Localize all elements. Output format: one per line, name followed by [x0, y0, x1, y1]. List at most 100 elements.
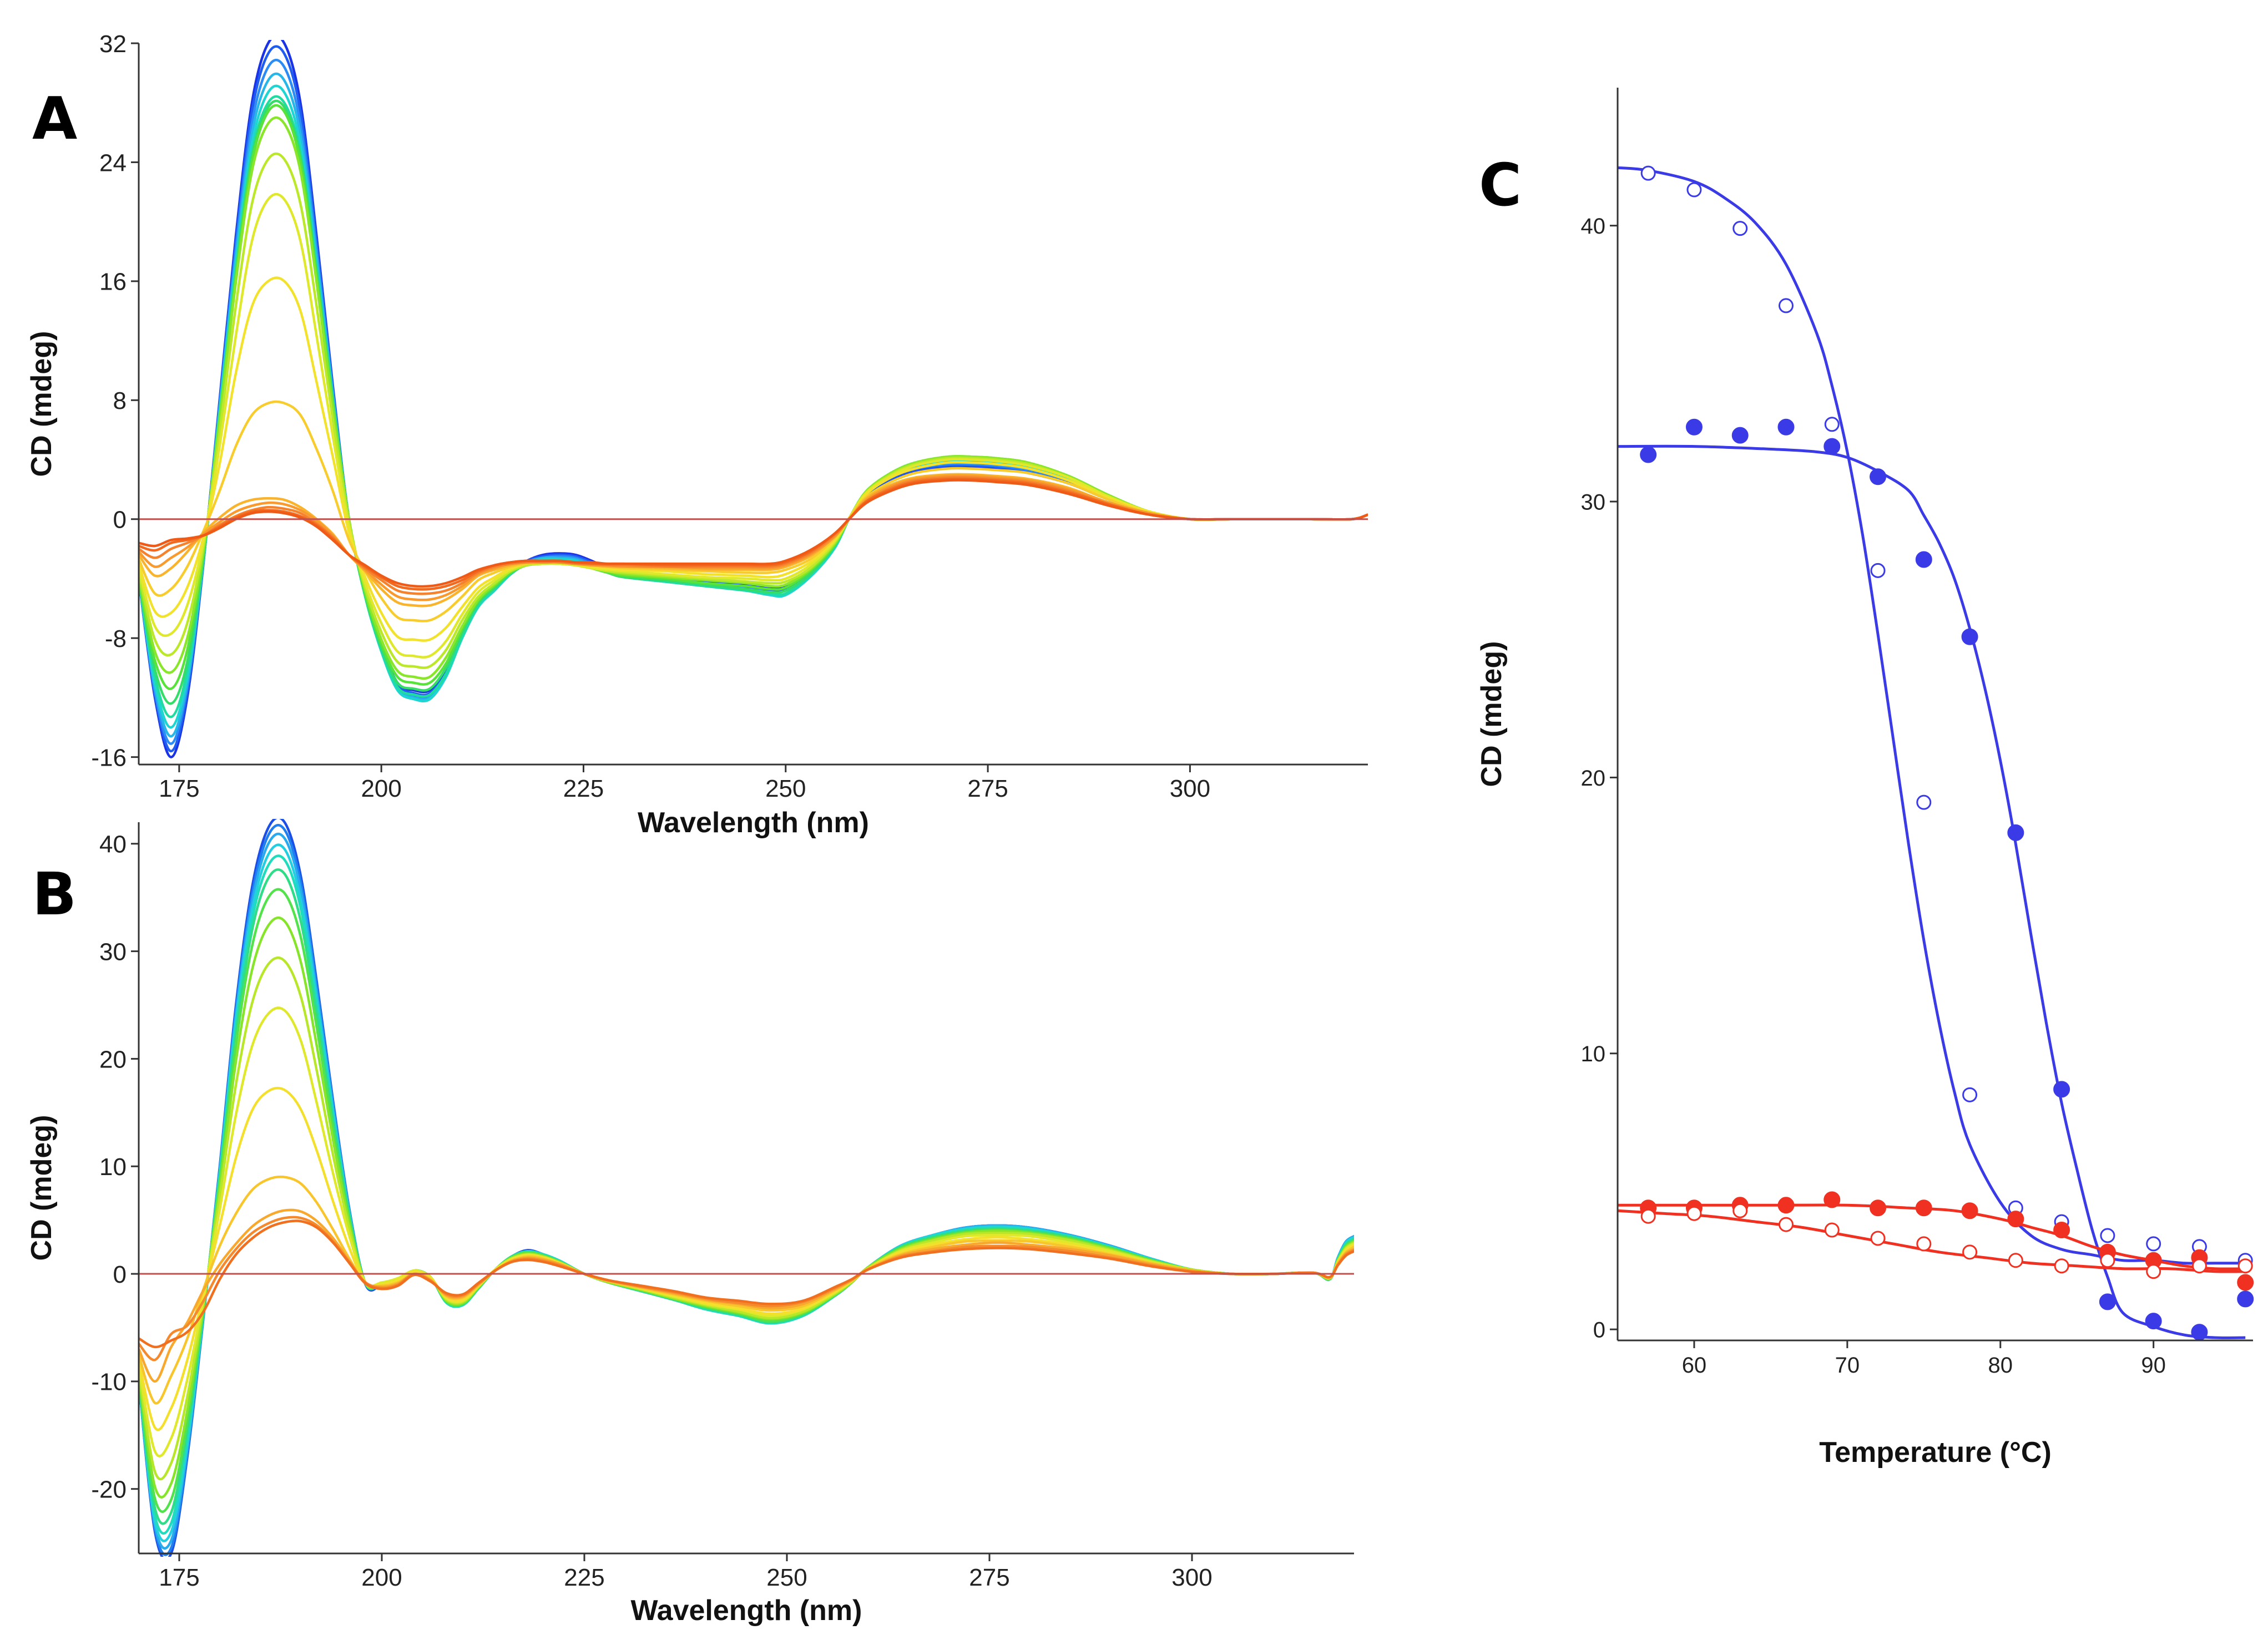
spectrum-line [139, 479, 1368, 588]
data-point-open [1916, 1236, 1932, 1252]
x-tick-label: 175 [159, 1564, 199, 1591]
y-tick-label: 40 [1581, 214, 1606, 239]
y-tick-label: -20 [91, 1476, 127, 1504]
data-point-open [2054, 1258, 2069, 1274]
panel-letter-b: B [32, 861, 77, 928]
y-tick-label: 20 [1581, 766, 1606, 791]
data-point-open [1732, 1203, 1748, 1218]
y-tick-label: 0 [113, 1261, 127, 1288]
spectrum-line [139, 193, 1368, 659]
data-point-filled [1961, 628, 1978, 645]
x-tick-label: 300 [1170, 775, 1210, 802]
data-point-filled [1870, 468, 1887, 485]
x-tick-label: 225 [563, 775, 604, 802]
panel-a-x-axis-label: Wavelength (nm) [638, 807, 869, 839]
data-point-filled [1824, 1191, 1841, 1208]
y-tick-label: 10 [99, 1153, 127, 1181]
panel-b-x-axis-label: Wavelength (nm) [631, 1595, 862, 1627]
data-point-filled [2237, 1274, 2254, 1291]
x-tick-label: 300 [1171, 1564, 1212, 1591]
panel-c-x-axis-label: Temperature (°C) [1819, 1436, 2052, 1469]
y-tick-label: 40 [99, 831, 127, 858]
fit-curve [1618, 1203, 2246, 1271]
data-point-open [1870, 1231, 1886, 1246]
panel-a-axes: 175 200 225 250 275 300 -16 -8 0 8 16 24 32 [91, 31, 1368, 802]
data-point-open [1870, 563, 1886, 578]
panel-letter-a: A [32, 85, 77, 153]
y-tick-label: 8 [113, 387, 127, 414]
data-point-filled [2145, 1313, 2162, 1330]
data-point-filled [2007, 824, 2024, 841]
data-point-open [1732, 221, 1748, 236]
data-point-filled [1961, 1202, 1978, 1219]
data-point-filled [1870, 1199, 1887, 1217]
data-point-open [1686, 1206, 1702, 1221]
data-point-filled [1824, 438, 1841, 455]
data-point-filled [1640, 446, 1657, 463]
data-point-open [1686, 182, 1702, 198]
data-point-open [1778, 298, 1794, 313]
data-point-open [2146, 1236, 2161, 1252]
y-tick-label: 0 [113, 507, 127, 534]
panel-b-spectra [139, 819, 1354, 1557]
chart-panel-a: 175 200 225 250 275 300 -16 -8 0 8 16 24 32 Waveleng… [26, 31, 1368, 839]
x-tick-label: 250 [765, 775, 806, 802]
y-tick-label: 0 [1593, 1318, 1605, 1343]
fit-curve [1618, 166, 2246, 1265]
x-tick-label: 70 [1835, 1353, 1860, 1378]
panel-b-axes: 175 200 225 250 275 300 -20 -10 0 10 20 30 40 [91, 822, 1354, 1591]
panel-b-y-axis-label: CD (mdeg) [26, 1115, 58, 1261]
x-tick-label: 80 [1988, 1353, 2013, 1378]
y-tick-label: 10 [1581, 1042, 1606, 1066]
data-point-filled [1915, 1199, 1932, 1217]
x-tick-label: 250 [766, 1564, 807, 1591]
data-point-filled [2191, 1324, 2208, 1341]
y-tick-label: -10 [91, 1369, 127, 1396]
data-point-open [1916, 794, 1932, 810]
x-tick-label: 90 [2141, 1353, 2166, 1378]
data-point-open [2191, 1258, 2207, 1274]
y-tick-label: 16 [99, 269, 127, 296]
y-tick-label: 30 [99, 938, 127, 965]
data-point-filled [2053, 1081, 2070, 1098]
data-point-filled [1731, 427, 1749, 444]
data-point-open [2237, 1258, 2253, 1274]
y-tick-label: 20 [99, 1046, 127, 1073]
x-tick-label: 275 [967, 775, 1008, 802]
panel-c-y-axis-label: CD (mdeg) [1476, 641, 1508, 787]
data-point-filled [1777, 1197, 1795, 1214]
data-point-open [1640, 165, 1656, 181]
data-point-filled [2237, 1290, 2254, 1308]
panel-c-axes: 60 70 80 90 0 10 20 30 40 [1581, 88, 2253, 1378]
data-point-open [1824, 1222, 1840, 1238]
x-tick-label: 275 [969, 1564, 1009, 1591]
data-point-open [1962, 1244, 1978, 1260]
data-point-filled [1685, 418, 1703, 436]
panel-a-spectra [139, 40, 1368, 758]
data-point-filled [2053, 1222, 2070, 1239]
data-point-open [1824, 417, 1840, 432]
data-point-open [2100, 1228, 2115, 1243]
data-point-filled [1777, 418, 1795, 436]
panel-c-points [1640, 165, 2254, 1341]
panel-a-y-axis-label: CD (mdeg) [26, 331, 58, 477]
data-point-open [1962, 1087, 1978, 1102]
data-point-filled [2099, 1293, 2116, 1310]
chart-panel-c: 60 70 80 90 0 10 20 30 40 Temperature (°C) CD (m… [1476, 88, 2254, 1469]
panel-letter-c: C [1479, 151, 1522, 219]
y-tick-label: -8 [105, 625, 127, 652]
data-point-open [1640, 1208, 1656, 1224]
y-tick-label: -16 [91, 744, 127, 771]
x-tick-label: 175 [159, 775, 199, 802]
chart-panel-b: 175 200 225 250 275 300 -20 -10 0 10 20 30 40 Wavele… [26, 819, 1354, 1627]
data-point-open [1778, 1217, 1794, 1232]
x-tick-label: 60 [1682, 1353, 1707, 1378]
y-tick-label: 30 [1581, 490, 1606, 514]
x-tick-label: 200 [361, 1564, 402, 1591]
x-tick-label: 225 [564, 1564, 604, 1591]
fit-curve [1618, 444, 2246, 1339]
x-tick-label: 200 [361, 775, 401, 802]
data-point-filled [1915, 551, 1932, 568]
